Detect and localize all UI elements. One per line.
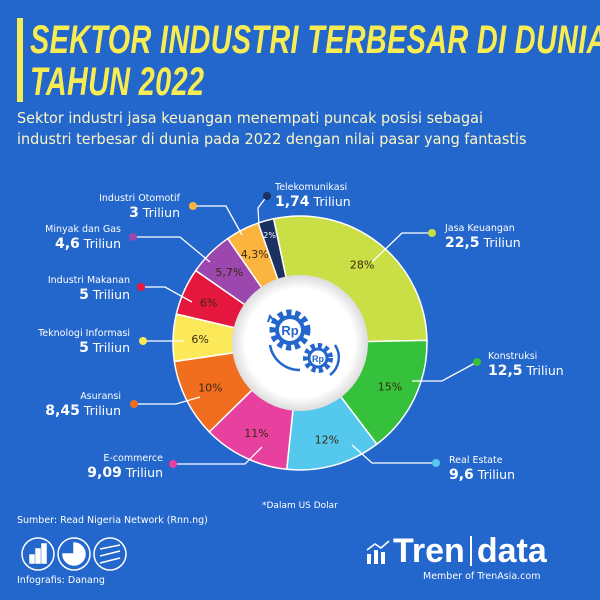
slice-amount: 3 Triliun <box>129 205 180 221</box>
percent-label: 12% <box>315 433 339 446</box>
label-jasa-keuangan: Jasa Keuangan 22,5 Triliun <box>445 222 521 250</box>
slice-amount: 12,5 Triliun <box>488 363 564 379</box>
leader-line <box>193 205 243 236</box>
slice-amount: 5 Triliun <box>79 287 130 303</box>
label-industri-otomotif: Industri Otomotif 3 Triliun <box>99 192 180 220</box>
percent-label: 28% <box>350 259 374 272</box>
credit-text: Infografis: Danang <box>17 575 105 586</box>
slice-amount: 8,45 Triliun <box>45 403 121 419</box>
slice-amount: 5 Triliun <box>79 340 130 356</box>
slice-amount: 9,6 Triliun <box>449 467 515 483</box>
gears-rupiah-icon: Rp Rp <box>267 309 340 377</box>
leader-dot <box>130 400 138 408</box>
leader-line <box>351 444 436 464</box>
percent-label: 6% <box>200 296 217 309</box>
leader-line <box>412 361 478 382</box>
slice-name: Real Estate <box>449 455 503 466</box>
percent-label: 5,7% <box>215 266 243 279</box>
slice-name: Teknologi Informasi <box>38 328 130 339</box>
bar-chart-icon <box>21 537 55 571</box>
leader-dot <box>428 229 436 237</box>
source-text: Sumber: Read Nigeria Network (Rnn.ng) <box>17 515 208 526</box>
slice-name: Minyak dan Gas <box>45 224 121 235</box>
percent-label: 6% <box>191 333 208 346</box>
brand-subtitle: Member of TrenAsia.com <box>423 571 541 582</box>
label-real-estate: Real Estate 9,6 Triliun <box>449 454 515 482</box>
label-minyak-dan-gas: Minyak dan Gas 4,6 Triliun <box>45 223 121 251</box>
leader-dot <box>139 337 147 345</box>
leader-dot <box>169 460 177 468</box>
leader-line <box>371 232 432 263</box>
subtitle-line1: Sektor industri jasa keuangan menempati … <box>17 109 483 127</box>
rp-text: Rp <box>312 354 324 364</box>
slice-name: Industri Makanan <box>47 275 130 286</box>
leader-line <box>141 286 193 303</box>
slice-name: Jasa Keuangan <box>445 223 515 234</box>
slice-name: Industri Otomotif <box>99 193 180 204</box>
percent-label: 4,3% <box>241 248 269 261</box>
percent-label: 15% <box>378 381 402 394</box>
leader-dot <box>189 202 197 210</box>
percent-label: 11% <box>244 427 268 440</box>
unit-note: *Dalam US Dolar <box>262 501 338 511</box>
slice-name: E-commerce <box>103 453 163 464</box>
line-chart-icon <box>93 537 127 571</box>
label-e-commerce: E-commerce 9,09 Triliun <box>87 452 163 480</box>
label-asuransi: Asuransi 8,45 Triliun <box>45 390 121 418</box>
label-industri-makanan: Industri Makanan 5 Triliun <box>48 274 130 302</box>
brand-logo: Tren data <box>393 532 547 570</box>
percent-label: 10% <box>198 381 222 394</box>
slice-amount: 4,6 Triliun <box>55 236 121 252</box>
pie-chart-icon <box>57 537 91 571</box>
label-telekomunikasi: Telekomunikasi 1,74 Triliun <box>275 181 351 209</box>
leader-dot <box>263 192 271 200</box>
page-title-line1: SEKTOR INDUSTRI TERBESAR DI DUNIA <box>30 18 600 62</box>
leader-line <box>134 396 201 405</box>
leader-dot <box>432 459 440 467</box>
page-title-line2: TAHUN 2022 <box>30 60 205 104</box>
leader-line <box>133 236 211 263</box>
label-konstruksi: Konstruksi 12,5 Triliun <box>488 350 564 378</box>
leader-line <box>173 446 263 465</box>
percent-label: 2% <box>263 231 276 240</box>
footer-icons <box>21 537 127 571</box>
slice-name: Telekomunikasi <box>275 182 348 193</box>
slice-name: Asuransi <box>80 391 121 402</box>
subtitle-line2: industri terbesar di dunia pada 2022 den… <box>17 130 527 148</box>
leader-line <box>257 195 268 227</box>
leader-dot <box>137 283 145 291</box>
trendata-logo-icon <box>366 540 390 564</box>
label-teknologi-informasi: Teknologi Informasi 5 Triliun <box>38 327 130 355</box>
slice-amount: 9,09 Triliun <box>87 465 163 481</box>
slice-amount: 22,5 Triliun <box>445 235 521 251</box>
donut-center <box>232 275 368 411</box>
slice-amount: 1,74 Triliun <box>275 194 351 210</box>
slice-name: Konstruksi <box>488 351 538 362</box>
leader-dot <box>473 358 481 366</box>
leader-dot <box>129 233 137 241</box>
title-accent-bar <box>17 18 23 102</box>
rp-text: Rp <box>281 323 298 338</box>
